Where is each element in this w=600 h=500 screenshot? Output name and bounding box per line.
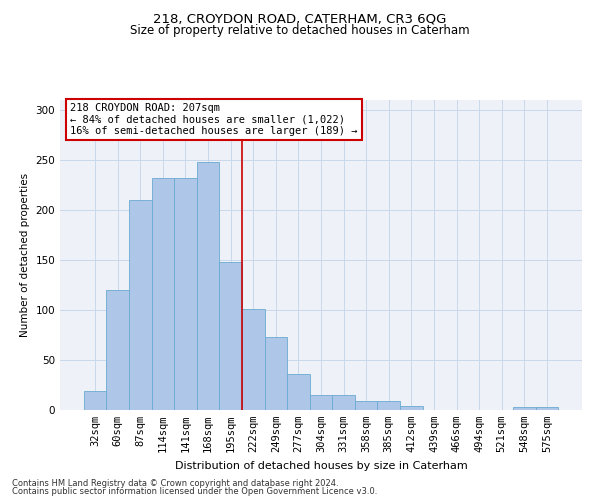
- Bar: [84, 391, 106, 410]
- Text: Contains public sector information licensed under the Open Government Licence v3: Contains public sector information licen…: [12, 487, 377, 496]
- X-axis label: Distribution of detached houses by size in Caterham: Distribution of detached houses by size …: [175, 460, 467, 470]
- Text: Size of property relative to detached houses in Caterham: Size of property relative to detached ho…: [130, 24, 470, 37]
- Text: 218, CROYDON ROAD, CATERHAM, CR3 6QG: 218, CROYDON ROAD, CATERHAM, CR3 6QG: [154, 12, 446, 26]
- Text: 218 CROYDON ROAD: 207sqm
← 84% of detached houses are smaller (1,022)
16% of sem: 218 CROYDON ROAD: 207sqm ← 84% of detach…: [70, 103, 358, 136]
- Bar: [220, 262, 242, 410]
- Bar: [174, 178, 197, 410]
- Y-axis label: Number of detached properties: Number of detached properties: [20, 173, 30, 337]
- Bar: [355, 401, 377, 410]
- Text: Contains HM Land Registry data © Crown copyright and database right 2024.: Contains HM Land Registry data © Crown c…: [12, 478, 338, 488]
- Bar: [265, 337, 287, 410]
- Bar: [152, 178, 174, 410]
- Bar: [400, 406, 422, 410]
- Bar: [129, 200, 152, 410]
- Bar: [197, 162, 220, 410]
- Bar: [310, 395, 332, 410]
- Bar: [106, 290, 129, 410]
- Bar: [242, 309, 265, 410]
- Bar: [287, 374, 310, 410]
- Bar: [332, 395, 355, 410]
- Bar: [536, 407, 558, 410]
- Bar: [377, 401, 400, 410]
- Bar: [513, 407, 536, 410]
